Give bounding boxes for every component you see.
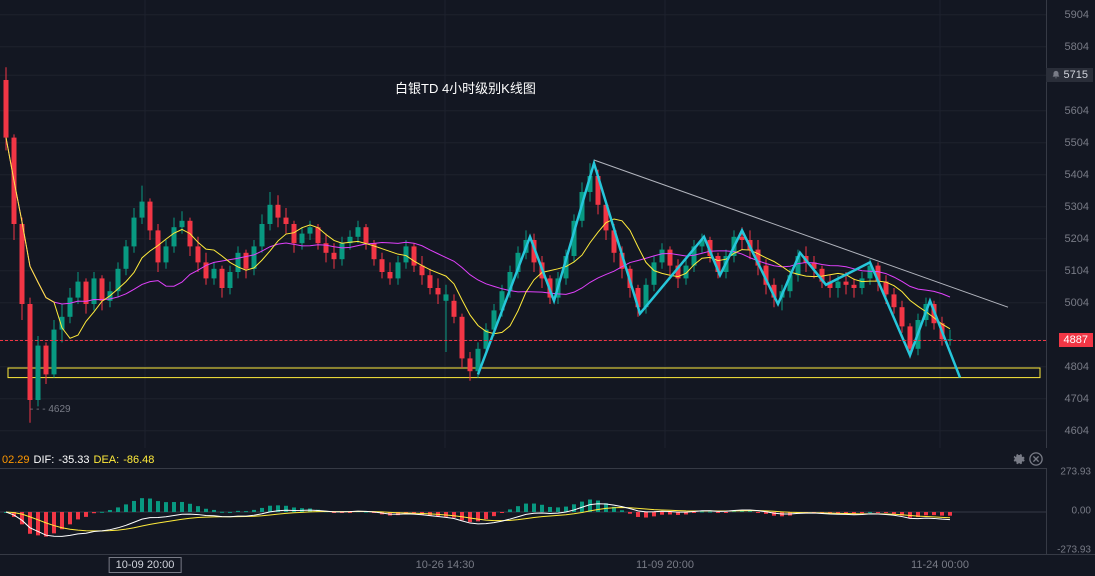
current-price-line xyxy=(0,340,1046,341)
macd-header: 02.29 DIF:-35.33 DEA:-86.48 xyxy=(0,452,1046,468)
macd-value-1: 02.29 xyxy=(2,454,30,466)
y-tick-label: 5804 xyxy=(1065,41,1089,53)
time-x-axis: 10-09 20:00 10-26 14:30 11-09 20:00 11-24 0… xyxy=(0,554,1095,576)
y-tick-label: 4704 xyxy=(1065,393,1089,405)
y-tick-label: 5004 xyxy=(1065,297,1089,309)
indicator-controls xyxy=(1011,452,1043,466)
y-tick-label: 5104 xyxy=(1065,265,1089,277)
gear-icon[interactable] xyxy=(1011,452,1025,466)
chart-svg xyxy=(0,0,1046,448)
x-tick-label: 11-09 20:00 xyxy=(636,559,694,571)
current-price-badge: 4887 xyxy=(1059,333,1093,347)
x-tick-label: 11-24 00:00 xyxy=(911,559,969,571)
alert-price-badge[interactable]: 5715 xyxy=(1046,68,1093,82)
dea-value: -86.48 xyxy=(123,454,154,466)
y-tick-label: 5604 xyxy=(1065,105,1089,117)
dif-value: -35.33 xyxy=(58,454,89,466)
dif-label: DIF: xyxy=(34,454,55,466)
y-tick-label: 5204 xyxy=(1065,233,1089,245)
price-y-axis: 5904 5804 5604 5504 5404 5304 5204 5104 5004 4804… xyxy=(1046,0,1095,448)
macd-panel[interactable] xyxy=(0,468,1046,554)
low-price-marker: - - - 4629 xyxy=(30,404,71,415)
y-tick-label: 5404 xyxy=(1065,169,1089,181)
dea-label: DEA: xyxy=(94,454,120,466)
close-icon[interactable] xyxy=(1029,452,1043,466)
macd-y-axis: 273.930.00-273.93 xyxy=(1046,468,1095,554)
x-tick-label: 10-09 20:00 xyxy=(109,557,182,573)
macd-tick: 273.93 xyxy=(1060,466,1091,477)
y-tick-label: 4804 xyxy=(1065,361,1089,373)
y-tick-label: 5904 xyxy=(1065,9,1089,21)
y-tick-label: 4604 xyxy=(1065,425,1089,437)
y-tick-label: 5304 xyxy=(1065,201,1089,213)
y-tick-label: 5504 xyxy=(1065,137,1089,149)
chart-container: 白银TD 4小时级别K线图 - - - 4629 5904 5804 5604 550… xyxy=(0,0,1095,576)
macd-tick: 0.00 xyxy=(1072,506,1091,517)
chart-title: 白银TD 4小时级别K线图 xyxy=(395,78,536,97)
price-chart-panel[interactable]: 白银TD 4小时级别K线图 - - - 4629 xyxy=(0,0,1046,448)
macd-svg xyxy=(0,469,1046,555)
x-tick-label: 10-26 14:30 xyxy=(416,559,475,571)
